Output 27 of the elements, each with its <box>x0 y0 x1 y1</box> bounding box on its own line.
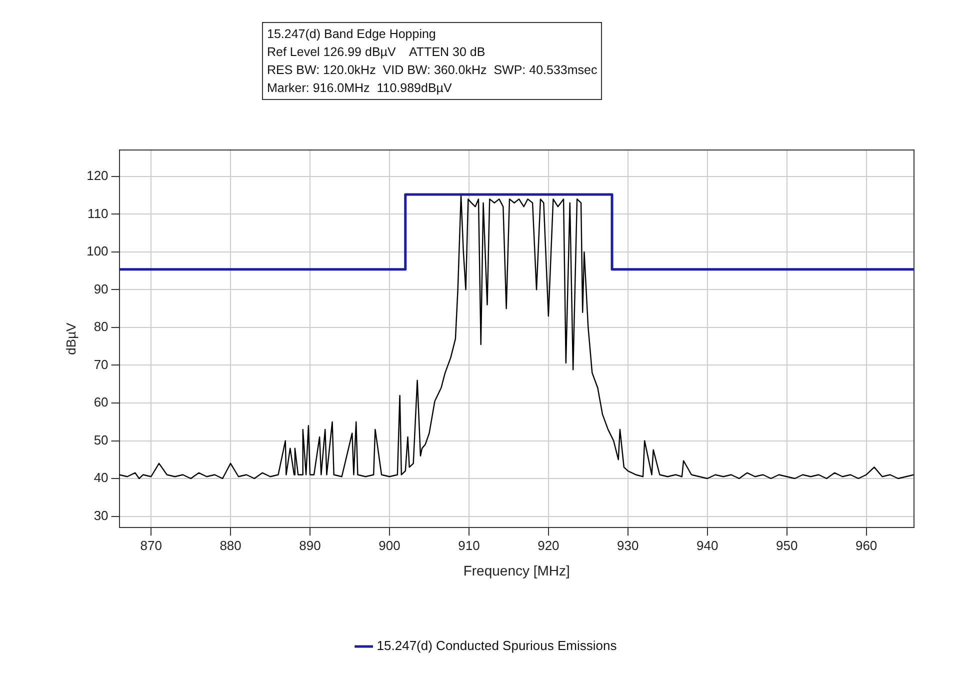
x-tick-label: 870 <box>140 538 162 553</box>
x-tick-label: 960 <box>855 538 878 553</box>
y-tick-label: 100 <box>86 244 108 259</box>
x-tick-label: 930 <box>617 538 639 553</box>
y-tick-label: 110 <box>88 206 108 221</box>
legend-label: 15.247(d) Conducted Spurious Emissions <box>376 638 618 654</box>
x-tick-label: 900 <box>378 538 400 553</box>
x-tick-label: 950 <box>776 538 798 553</box>
y-tick-label: 50 <box>94 432 108 448</box>
y-axis-title: dBµV <box>63 322 78 355</box>
y-tick-label: 70 <box>94 356 108 372</box>
text: Ref Level 126.99 dBµV ATTEN 30 dB <box>267 44 486 61</box>
y-tick-label: 80 <box>94 319 108 334</box>
text: Marker: 916.0MHz 110.989dBµV <box>267 80 453 97</box>
x-tick-label: 910 <box>458 538 480 553</box>
x-tick-label: 890 <box>299 538 321 553</box>
text: RES BW: 120.0kHz VID BW: 360.0kHz SWP: 40.533msec <box>267 62 598 79</box>
x-tick-label: 940 <box>696 538 718 553</box>
y-tick-label: 120 <box>86 168 108 184</box>
chart-title: 15.247(d) Band Edge Hopping <box>267 26 437 43</box>
y-tick-label: 30 <box>94 508 108 523</box>
y-tick-label: 60 <box>94 394 108 410</box>
x-axis-title: Frequency [MHz] <box>463 562 570 578</box>
y-tick-label: 90 <box>94 281 108 296</box>
y-tick-label: 40 <box>94 470 108 486</box>
x-tick-label: 920 <box>538 538 560 553</box>
x-tick-label: 880 <box>220 538 242 553</box>
